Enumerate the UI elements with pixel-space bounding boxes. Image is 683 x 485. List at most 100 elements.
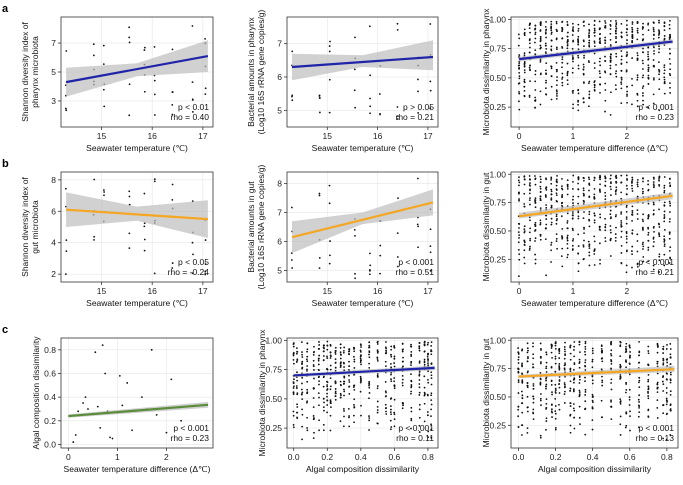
data-point	[521, 402, 524, 404]
data-point	[636, 178, 639, 181]
data-point	[523, 62, 526, 65]
data-point	[610, 399, 612, 402]
data-point	[348, 374, 350, 377]
data-point	[523, 231, 526, 234]
data-point	[348, 353, 351, 356]
data-point	[550, 261, 552, 263]
data-point	[610, 181, 612, 184]
data-point	[625, 174, 628, 177]
data-point	[526, 386, 529, 389]
data-point	[292, 424, 295, 426]
data-point	[652, 65, 655, 68]
data-point	[426, 393, 429, 396]
data-point	[517, 33, 520, 36]
data-point	[334, 349, 337, 352]
data-point	[582, 217, 585, 220]
data-point	[578, 343, 581, 346]
data-point	[593, 88, 596, 91]
data-point	[526, 431, 529, 434]
data-point	[647, 66, 650, 69]
x-axis-label: Seawater temperature (℃)	[312, 143, 414, 153]
data-point	[619, 434, 622, 436]
data-point	[359, 350, 362, 353]
data-point	[569, 424, 572, 427]
x-tick-label: 0	[517, 286, 522, 296]
data-point	[306, 368, 308, 371]
data-point	[376, 385, 379, 387]
data-point	[626, 51, 628, 54]
data-point	[518, 90, 520, 93]
data-point	[545, 79, 547, 82]
data-point	[652, 245, 655, 248]
data-point	[583, 45, 585, 48]
data-point	[599, 225, 601, 228]
data-point	[663, 92, 666, 95]
data-point	[625, 366, 627, 369]
data-point	[669, 373, 672, 376]
data-point	[652, 93, 655, 96]
data-point	[153, 79, 156, 82]
data-point	[555, 219, 558, 222]
data-point	[523, 71, 526, 74]
data-point	[534, 175, 536, 177]
data-point	[301, 413, 304, 416]
data-point	[652, 236, 655, 239]
data-point	[550, 98, 553, 101]
data-point	[368, 417, 371, 419]
data-point	[384, 407, 387, 410]
data-point	[631, 33, 634, 36]
data-point	[540, 404, 542, 407]
data-point	[554, 417, 557, 420]
data-point	[539, 195, 542, 198]
data-point	[550, 241, 553, 244]
data-point	[329, 368, 332, 371]
data-point	[669, 390, 672, 393]
data-point	[153, 114, 156, 116]
data-point	[518, 176, 520, 179]
data-point	[418, 383, 421, 385]
data-point	[410, 364, 412, 367]
data-point	[653, 241, 655, 243]
data-point	[292, 358, 295, 361]
data-point	[647, 77, 650, 80]
data-point	[555, 28, 558, 31]
data-point	[353, 406, 356, 408]
data-point	[291, 267, 294, 269]
data-point	[555, 97, 558, 100]
data-point	[657, 222, 660, 225]
data-point	[326, 395, 328, 398]
data-point	[521, 379, 524, 382]
data-point	[610, 194, 612, 197]
data-point	[429, 23, 432, 25]
x-tick-label: 1	[115, 452, 120, 462]
data-point	[318, 344, 321, 346]
data-point	[521, 362, 523, 365]
data-point	[569, 387, 572, 390]
data-point	[653, 46, 655, 49]
data-point	[539, 181, 542, 183]
data-point	[342, 425, 345, 428]
data-point	[572, 202, 574, 204]
regression-line	[291, 201, 434, 239]
data-point	[610, 216, 612, 219]
data-point	[526, 384, 529, 387]
data-point	[204, 239, 207, 241]
data-point	[620, 63, 623, 65]
data-point	[329, 351, 332, 353]
y-tick-label: 0.25	[265, 423, 282, 433]
data-point	[554, 370, 557, 373]
data-point	[396, 115, 399, 118]
data-point	[620, 230, 623, 233]
data-point	[393, 398, 396, 401]
data-point	[427, 414, 429, 417]
data-point	[102, 44, 105, 47]
data-point	[153, 46, 156, 48]
data-point	[583, 54, 585, 57]
p-value-label: p < 0.001	[638, 423, 674, 433]
data-point	[402, 360, 404, 363]
data-point	[539, 436, 542, 439]
data-point	[539, 207, 542, 210]
data-point	[354, 277, 356, 280]
data-point	[360, 363, 362, 366]
data-point	[626, 90, 629, 93]
